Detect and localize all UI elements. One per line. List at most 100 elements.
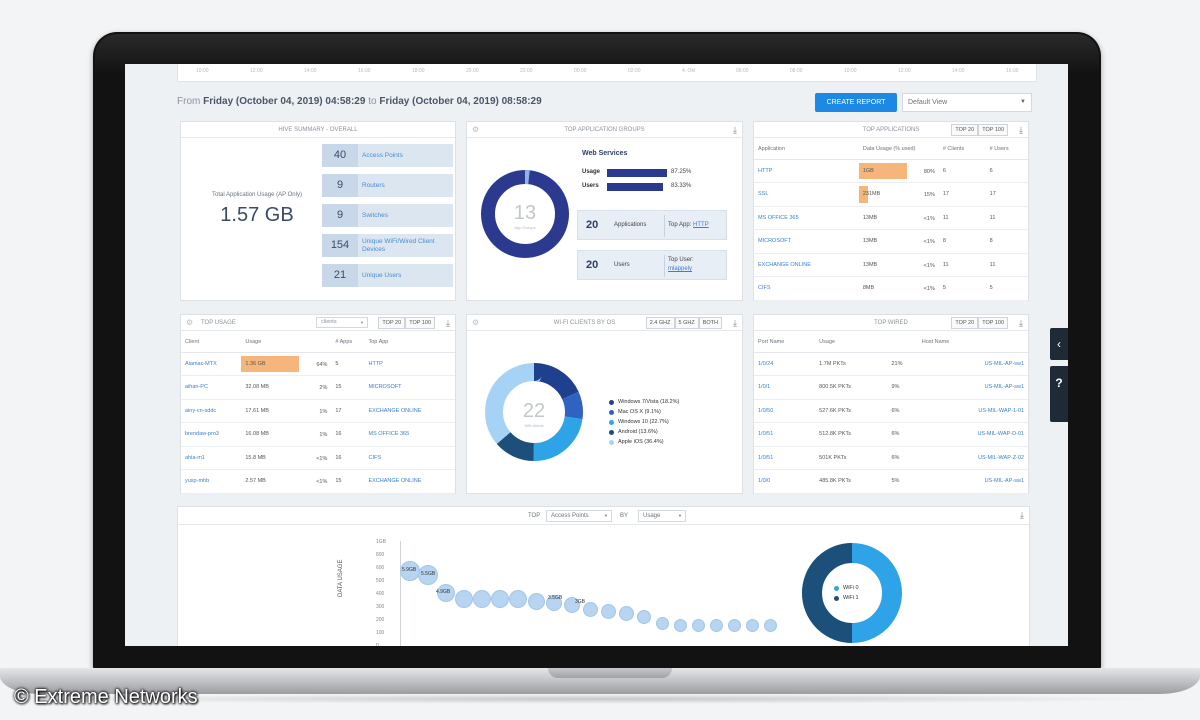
table-row[interactable]: 1/0/24 1.7M PKTs 21% US-MIL-AP-sw1 — [754, 352, 1028, 376]
host-name-link[interactable]: US-MIL-AP-sw1 — [917, 469, 1028, 494]
column-header[interactable]: # Users — [985, 139, 1028, 160]
top-app-link[interactable]: HTTP — [693, 222, 709, 228]
column-header[interactable]: Usage — [241, 332, 332, 353]
column-header[interactable]: Data Usage (% used) — [858, 139, 939, 160]
data-bubble[interactable] — [637, 610, 651, 624]
top-app-link[interactable]: MICROSOFT — [364, 375, 455, 400]
data-bubble[interactable] — [673, 618, 687, 632]
data-bubble[interactable] — [418, 565, 438, 585]
help-icon[interactable]: ? — [1050, 366, 1068, 422]
download-icon[interactable]: ⤓ — [733, 318, 737, 328]
download-icon[interactable]: ⤓ — [1019, 318, 1023, 328]
port-name-link[interactable]: 1/0/51 — [754, 446, 816, 470]
download-icon[interactable]: ⤓ — [1019, 125, 1023, 135]
table-row[interactable]: EXCHANGE ONLINE 13MB <1% 11 11 — [754, 253, 1028, 277]
host-name-link[interactable]: US-MIL-AP-sw1 — [917, 375, 1028, 400]
stat-label[interactable]: Switches — [362, 211, 389, 219]
table-row[interactable]: aihan-PC 32.08 MB 2% 15 MICROSOFT — [181, 375, 455, 400]
summary-stat-row[interactable]: 9 Switches — [322, 204, 453, 227]
top-20-button[interactable]: Top 20 — [951, 124, 979, 136]
column-header[interactable]: # Apps — [331, 332, 365, 353]
usage-type-select[interactable]: clients ▼ — [316, 317, 368, 328]
table-row[interactable]: 1/0/0 485.8K PKTs 5% US-MIL-AP-sw1 — [754, 469, 1028, 494]
gear-icon[interactable]: ⚙ — [472, 125, 480, 134]
gear-icon[interactable]: ⚙ — [186, 318, 194, 327]
port-name-link[interactable]: 1/0/50 — [754, 399, 816, 423]
table-row[interactable]: 1/0/1 800.5K PKTs 9% US-MIL-AP-sw1 — [754, 375, 1028, 400]
column-header[interactable]: Application — [754, 139, 859, 160]
host-name-link[interactable]: US-MIL-WAP-Z-02 — [917, 446, 1028, 470]
table-row[interactable]: SSL 231MB 15% 17 17 — [754, 182, 1028, 207]
client-name-link[interactable]: brendaw-pro3 — [181, 422, 242, 447]
band-both-button[interactable]: Both — [698, 317, 722, 329]
column-header[interactable] — [887, 332, 918, 353]
data-bubble[interactable] — [709, 618, 723, 632]
data-bubble[interactable] — [509, 590, 527, 608]
table-row[interactable]: yusp-mhb 2.57 MB <1% 15 EXCHANGE ONLINE — [181, 469, 455, 494]
data-bubble[interactable] — [655, 616, 669, 630]
collapse-chevron-icon[interactable]: ‹ — [1050, 328, 1068, 360]
download-icon[interactable]: ⤓ — [446, 318, 450, 328]
app-name-link[interactable]: MS OFFICE 365 — [754, 206, 859, 230]
table-row[interactable]: 1/0/51 512.8K PKTs 6% US-MIL-WAP-D-01 — [754, 422, 1028, 447]
download-icon[interactable]: ⤓ — [733, 125, 737, 135]
data-bubble[interactable] — [727, 618, 741, 632]
view-select[interactable]: Default View ▼ — [902, 93, 1032, 112]
data-bubble[interactable] — [473, 590, 491, 608]
port-name-link[interactable]: 1/0/1 — [754, 375, 816, 400]
host-name-link[interactable]: US-MIL-AP-sw1 — [917, 352, 1028, 376]
port-name-link[interactable]: 1/0/0 — [754, 469, 816, 494]
stat-label[interactable]: Routers — [362, 181, 385, 189]
summary-stat-row[interactable]: 154 Unique WiFi/Wired Client Devices — [322, 234, 453, 257]
client-name-link[interactable]: ahia-m1 — [181, 446, 242, 470]
summary-stat-row[interactable]: 40 Access Points — [322, 144, 453, 167]
app-name-link[interactable]: EXCHANGE ONLINE — [754, 253, 859, 277]
stat-label[interactable]: Unique WiFi/Wired Client Devices — [362, 237, 435, 253]
table-row[interactable]: 1/0/50 527.6K PKTs 6% US-MIL-WAP-1-01 — [754, 399, 1028, 423]
data-bubble[interactable] — [455, 590, 473, 608]
summary-stat-row[interactable]: 9 Routers — [322, 174, 453, 197]
table-row[interactable]: Aiamac-MTX 1.36 GB 64% 5 HTTP — [181, 352, 455, 376]
table-row[interactable]: CIFS 8MB <1% 5 5 — [754, 276, 1028, 301]
top-20-button[interactable]: Top 20 — [951, 317, 979, 329]
top-user-link[interactable]: mlappely — [668, 266, 693, 272]
table-row[interactable]: brendaw-pro3 16.08 MB 1% 16 MS OFFICE 365 — [181, 422, 455, 447]
host-name-link[interactable]: US-MIL-WAP-D-01 — [917, 422, 1028, 447]
client-name-link[interactable]: Aiamac-MTX — [181, 352, 242, 376]
table-row[interactable]: 1/0/51 501K PKTs 6% US-MIL-WAP-Z-02 — [754, 446, 1028, 470]
stat-label[interactable]: Unique Users — [362, 271, 402, 279]
column-header[interactable]: Usage — [815, 332, 888, 353]
table-row[interactable]: ainy-cn-sddc 17.61 MB 1% 17 EXCHANGE ONLINE — [181, 399, 455, 423]
column-header[interactable]: Client — [181, 332, 242, 353]
data-bubble[interactable] — [600, 603, 616, 619]
table-row[interactable]: MS OFFICE 365 13MB <1% 11 11 — [754, 206, 1028, 230]
data-bubble[interactable] — [437, 584, 455, 602]
data-bubble[interactable] — [582, 601, 598, 617]
app-name-link[interactable]: MICROSOFT — [754, 229, 859, 254]
top-20-button[interactable]: Top 20 — [378, 317, 406, 329]
app-name-link[interactable]: HTTP — [754, 159, 859, 183]
summary-stat-row[interactable]: 21 Unique Users — [322, 264, 453, 287]
entity-select[interactable]: Access Points ▼ — [546, 510, 612, 522]
column-header[interactable]: Host Name — [917, 332, 1028, 353]
top-100-button[interactable]: Top 100 — [978, 124, 1008, 136]
client-name-link[interactable]: ainy-cn-sddc — [181, 399, 242, 423]
port-name-link[interactable]: 1/0/24 — [754, 352, 816, 376]
table-row[interactable]: HTTP 1GB 80% 6 6 — [754, 159, 1028, 183]
data-bubble[interactable] — [691, 618, 705, 632]
top-app-link[interactable]: EXCHANGE ONLINE — [364, 469, 455, 494]
column-header[interactable]: Port Name — [754, 332, 816, 353]
data-bubble[interactable] — [763, 618, 777, 632]
data-bubble[interactable] — [564, 597, 580, 613]
metric-select[interactable]: Usage ▼ — [638, 510, 686, 522]
table-row[interactable]: ahia-m1 15.8 MB <1% 16 CIFS — [181, 446, 455, 470]
app-name-link[interactable]: SSL — [754, 182, 859, 207]
band-5-button[interactable]: 5 Ghz — [674, 317, 699, 329]
data-bubble[interactable] — [491, 590, 509, 608]
port-name-link[interactable]: 1/0/51 — [754, 422, 816, 447]
download-icon[interactable]: ⤓ — [1020, 510, 1024, 520]
top-app-link[interactable]: CIFS — [364, 446, 455, 470]
top-app-link[interactable]: EXCHANGE ONLINE — [364, 399, 455, 423]
stat-label[interactable]: Access Points — [362, 151, 403, 159]
data-bubble[interactable] — [745, 618, 759, 632]
